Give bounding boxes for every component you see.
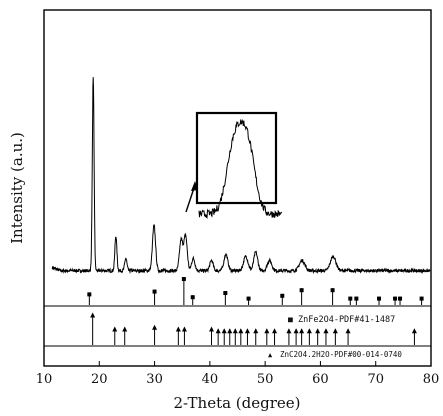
reference-marker [323,328,329,334]
reference-marker [152,289,157,294]
reference-marker [122,326,128,332]
reference-marker [232,328,238,334]
reference-marker [181,277,186,281]
plot-frame [43,9,432,367]
reference-marker [286,328,292,334]
reference-marker [112,326,118,332]
reference-marker [330,288,335,293]
reference-marker [299,288,304,293]
reference-marker [221,328,227,334]
reference-pattern-1 [87,277,424,305]
reference-marker [419,296,424,301]
reference-marker [354,296,359,301]
x-tick-label: 60 [312,372,329,387]
inset-box [195,111,278,205]
reference-marker [227,328,233,334]
reference-marker [393,296,398,301]
reference-marker [348,296,353,301]
x-tick-label: 30 [146,372,163,387]
reference-marker [215,328,221,334]
reference-marker [152,324,158,330]
reference-marker [209,326,215,332]
reference-marker [272,328,278,334]
legend-label-ref2: ZnC2O4.2H2O-PDF#00-014-0740 [280,350,402,359]
x-tick-label: 70 [367,372,384,387]
reference-marker [299,328,305,334]
reference-marker [345,328,351,334]
x-tick-label: 20 [91,372,108,387]
reference-marker [253,328,259,334]
diffraction-pattern-line [51,77,431,275]
legend-label-ref1: ZnFe2O4-PDF#41-1487 [298,315,395,325]
x-tick-label: 10 [36,372,53,387]
reference-marker [306,328,312,334]
reference-pattern-2 [90,312,417,345]
reference-marker [293,328,299,334]
reference-marker [238,328,244,334]
reference-marker [377,296,382,301]
reference-marker [280,293,285,298]
reference-marker [190,295,195,300]
x-tick-label: 50 [257,372,274,387]
reference-marker [332,328,338,334]
reference-marker [264,328,270,334]
x-axis-tick-labels: 10 20 30 40 50 60 70 80 [36,372,440,387]
x-tick-label: 40 [202,372,219,387]
reference-marker [246,296,251,301]
reference-marker [181,326,187,332]
reference-marker [175,326,181,332]
legend-marker-ref1: ■ [288,315,293,324]
reference-marker [223,291,228,295]
y-axis-label: Intensity (a.u.) [8,132,26,244]
reference-marker [244,328,250,334]
legend-marker-ref2: ▲ [268,351,273,359]
reference-marker [90,312,96,318]
inset-arrow-head [191,181,198,191]
x-axis-label: 2-Theta (degree) [173,394,300,412]
reference-marker [398,296,403,301]
reference-marker [87,292,92,297]
inset-pattern-line [198,118,283,219]
reference-marker [411,328,417,334]
x-tick-label: 80 [423,372,440,387]
reference-marker [315,328,321,334]
x-axis-ticks [43,361,432,366]
